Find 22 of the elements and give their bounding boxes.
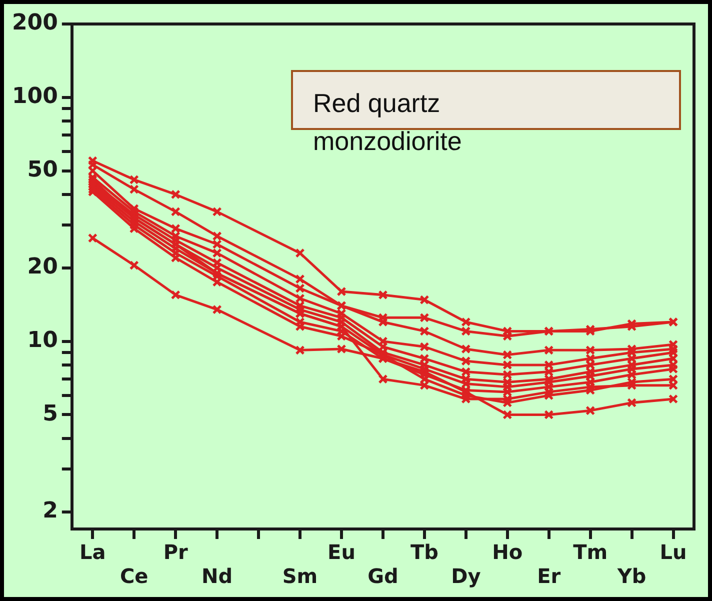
annotation: Red quartz monzodiorite (313, 87, 463, 158)
x-tick-label: Ce (120, 564, 148, 588)
x-tick-label: La (80, 540, 106, 564)
x-tick-label: Tm (573, 540, 608, 564)
x-tick-label: Dy (451, 564, 481, 588)
x-tick-label: Tb (410, 540, 438, 564)
x-tick-label: Yb (616, 564, 646, 588)
x-tick-label: Eu (328, 540, 356, 564)
y-tick-label: 50 (27, 158, 58, 183)
y-tick-label: 5 (42, 401, 58, 426)
x-tick-label: Nd (202, 564, 233, 588)
y-tick-label: 100 (12, 84, 58, 110)
y-tick-label: 2 (42, 498, 58, 524)
x-tick-label: Er (537, 564, 561, 588)
y-tick-label: 10 (27, 328, 58, 354)
x-tick-label: Lu (660, 540, 687, 564)
x-tick-label: Gd (368, 564, 398, 588)
y-tick-label: 200 (12, 10, 58, 36)
x-tick-label: Ho (492, 540, 523, 564)
x-tick-label: Sm (282, 564, 318, 588)
x-tick-label: Pr (163, 540, 188, 564)
y-tick-label: 20 (27, 254, 58, 280)
